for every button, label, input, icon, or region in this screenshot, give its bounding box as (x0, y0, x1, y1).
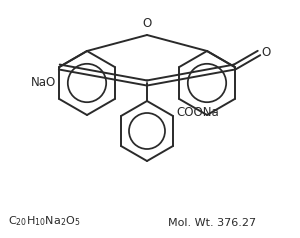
Text: C$_{20}$H$_{10}$Na$_{2}$O$_{5}$: C$_{20}$H$_{10}$Na$_{2}$O$_{5}$ (8, 214, 80, 228)
Text: O: O (261, 45, 270, 59)
Text: O: O (142, 17, 152, 30)
Text: COONa: COONa (176, 106, 219, 119)
Text: NaO: NaO (31, 76, 56, 89)
Text: Mol. Wt. 376.27: Mol. Wt. 376.27 (168, 218, 256, 228)
